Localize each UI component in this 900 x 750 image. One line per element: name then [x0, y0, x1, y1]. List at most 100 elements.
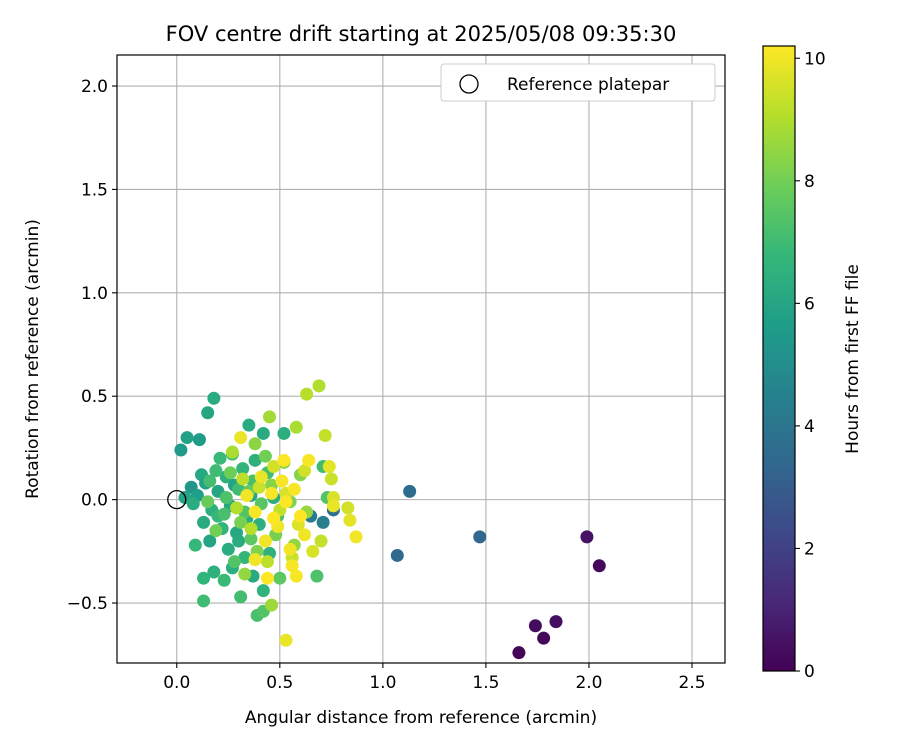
- data-point: [248, 453, 262, 467]
- data-point: [549, 615, 563, 629]
- data-point: [260, 571, 274, 585]
- data-point: [197, 515, 211, 529]
- data-point: [265, 598, 279, 612]
- data-point: [217, 507, 231, 521]
- data-point: [197, 571, 211, 585]
- data-point: [225, 445, 239, 459]
- data-point: [265, 486, 279, 500]
- data-point: [298, 528, 312, 542]
- data-point: [242, 418, 256, 432]
- y-tick-label: 1.5: [81, 180, 108, 200]
- colorbar-tick-label: 0: [804, 662, 815, 682]
- colorbar-label: Hours from first FF file: [843, 264, 863, 454]
- data-point: [201, 495, 215, 509]
- data-point: [258, 449, 272, 463]
- data-point: [285, 559, 299, 573]
- data-point: [279, 633, 293, 647]
- data-point: [318, 429, 332, 443]
- y-tick-label: −0.5: [67, 594, 108, 614]
- data-point: [238, 567, 252, 581]
- data-point: [223, 466, 237, 480]
- colorbar-tick-label: 4: [804, 417, 815, 437]
- colorbar-ticks: 0 2 4 6 8 10: [795, 49, 826, 682]
- data-point: [209, 524, 223, 538]
- data-point: [273, 571, 287, 585]
- data-point: [293, 509, 307, 523]
- chart-title: FOV centre drift starting at 2025/05/08 …: [166, 22, 677, 46]
- data-point: [277, 453, 291, 467]
- data-point: [275, 474, 289, 488]
- y-tick-label: 0.5: [81, 387, 108, 407]
- grid-lines: [117, 55, 725, 663]
- data-point: [258, 534, 272, 548]
- legend-marker-icon: [459, 74, 479, 94]
- data-point: [219, 491, 233, 505]
- data-point: [203, 534, 217, 548]
- data-points: [167, 379, 606, 660]
- data-point: [254, 470, 268, 484]
- data-point: [300, 387, 314, 401]
- colorbar-tick-label: 6: [804, 294, 815, 314]
- data-point: [316, 515, 330, 529]
- colorbar-tick-label: 8: [804, 172, 815, 192]
- data-point: [244, 522, 258, 536]
- x-tick-label: 2.5: [679, 673, 706, 693]
- data-point: [263, 410, 277, 424]
- data-point: [403, 484, 417, 498]
- y-tick-label: 1.0: [81, 284, 108, 304]
- data-point: [314, 534, 328, 548]
- data-point: [192, 433, 206, 447]
- data-point: [238, 551, 252, 565]
- data-point: [234, 590, 248, 604]
- data-point: [322, 460, 336, 474]
- legend-box: [440, 63, 716, 102]
- data-point: [279, 495, 293, 509]
- data-point: [188, 538, 202, 552]
- data-point: [592, 559, 606, 573]
- data-point: [341, 501, 355, 515]
- data-point: [512, 646, 526, 660]
- data-point: [197, 594, 211, 608]
- data-point: [267, 460, 281, 474]
- data-point: [260, 555, 274, 569]
- data-point: [306, 544, 320, 558]
- data-point: [221, 542, 235, 556]
- y-tick-label: 2.0: [81, 77, 108, 97]
- data-point: [230, 501, 244, 515]
- data-point: [207, 565, 221, 579]
- legend-entry-reference: Reference platepar: [507, 75, 669, 95]
- y-axis-ticks: −0.5 0.0 0.5 1.0 1.5 2.0: [67, 77, 117, 614]
- x-tick-label: 1.0: [369, 673, 396, 693]
- y-tick-label: 0.0: [81, 491, 108, 511]
- data-point: [230, 526, 244, 540]
- x-tick-label: 2.0: [575, 673, 602, 693]
- data-point: [209, 464, 223, 478]
- data-point: [234, 515, 248, 529]
- data-point: [248, 437, 262, 451]
- data-point: [213, 451, 227, 465]
- data-point: [236, 462, 250, 476]
- data-point: [186, 497, 200, 511]
- data-point: [289, 569, 303, 583]
- x-tick-label: 0.5: [266, 673, 293, 693]
- x-axis-label: Angular distance from reference (arcmin): [245, 708, 597, 728]
- data-point: [201, 406, 215, 420]
- data-point: [248, 505, 262, 519]
- colorbar: 0 2 4 6 8 10 Hours from first FF file: [762, 45, 863, 682]
- data-point: [343, 513, 357, 527]
- data-point: [236, 472, 250, 486]
- data-point: [240, 488, 254, 502]
- data-point: [302, 453, 316, 467]
- data-point: [180, 431, 194, 445]
- data-point: [312, 379, 326, 393]
- data-point: [289, 420, 303, 434]
- colorbar-tick-label: 10: [804, 49, 826, 69]
- data-point: [203, 474, 217, 488]
- data-point: [267, 511, 281, 525]
- legend: Reference platepar: [440, 63, 716, 102]
- data-point: [537, 631, 551, 645]
- data-point: [473, 530, 487, 544]
- data-point: [207, 391, 221, 405]
- data-point: [256, 426, 270, 440]
